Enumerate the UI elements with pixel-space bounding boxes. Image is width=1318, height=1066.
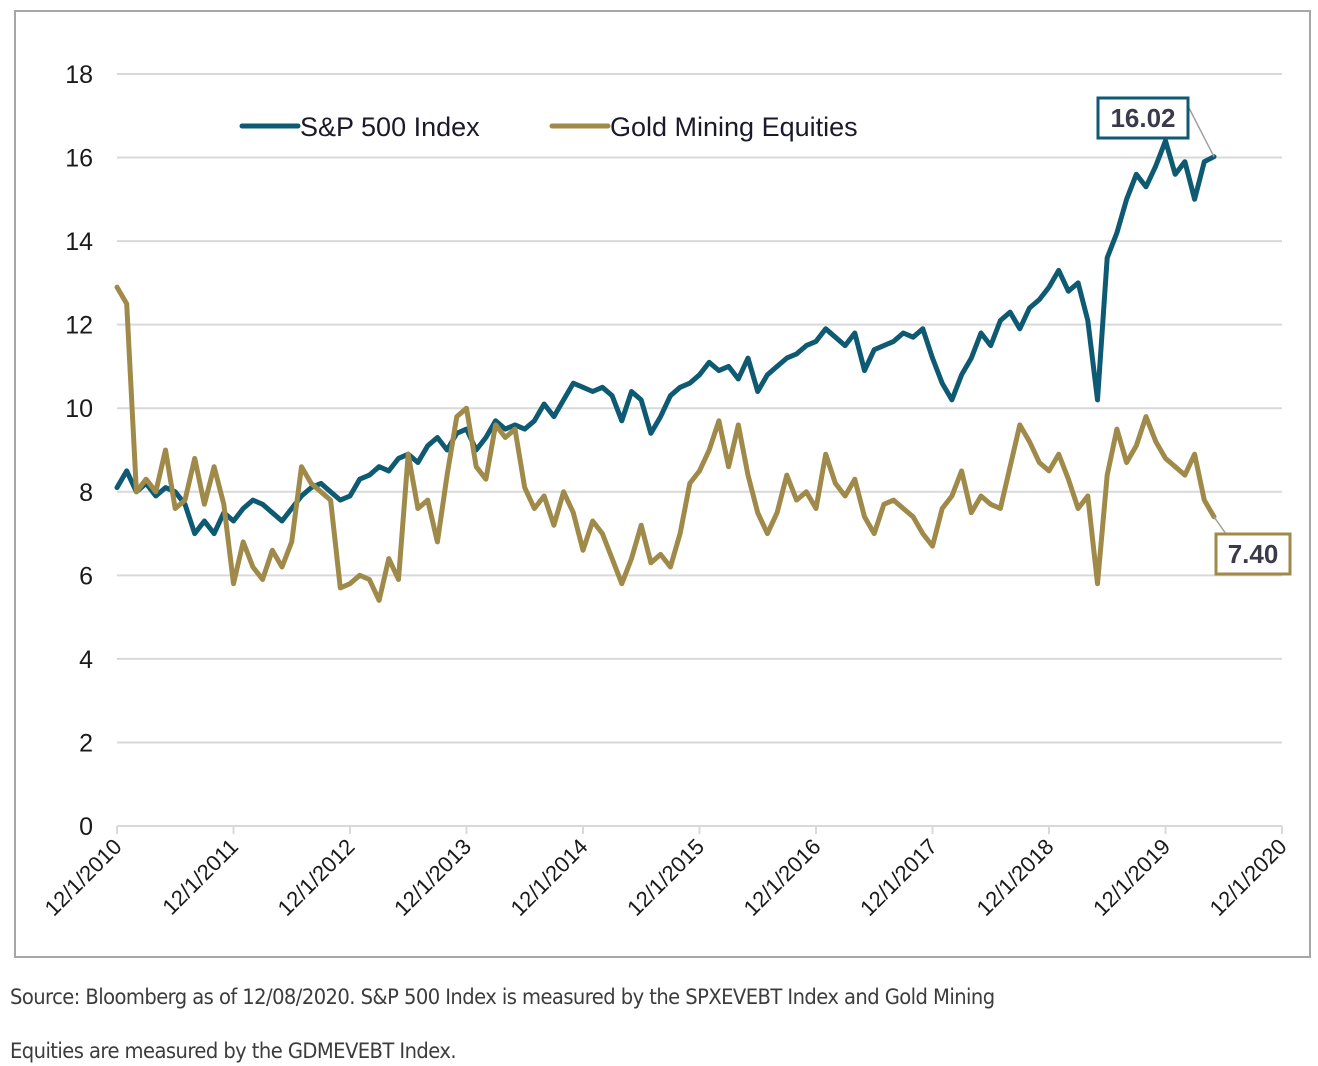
- legend-label-sp500: S&P 500 Index: [300, 112, 480, 142]
- legend: S&P 500 Index Gold Mining Equities: [239, 112, 858, 142]
- annotation-box: [1096, 96, 1190, 140]
- x-tick-label: 12/1/2019: [1088, 834, 1175, 921]
- y-tick-label: 6: [79, 562, 93, 590]
- gridlines: [117, 73, 1282, 827]
- y-tick-label: 2: [79, 729, 93, 757]
- series-line-gold-mining: [114, 284, 1217, 603]
- series-line-sp500: [114, 138, 1217, 537]
- x-tick-label: 12/1/2010: [40, 834, 127, 921]
- source-caption-line2: Equities are measured by the GDMEVEBT In…: [10, 1039, 457, 1063]
- series-lines: [114, 138, 1217, 603]
- annotation-leader-line: [1187, 105, 1215, 158]
- x-tick-label: 12/1/2012: [273, 834, 360, 921]
- x-axis-ticks: 12/1/2010 12/1/2011 12/1/2012 12/1/2013 12/1…: [40, 826, 1292, 921]
- annotation-value: 16.02: [1110, 103, 1175, 133]
- end-value-annotations: 16.02 7.40: [1096, 96, 1292, 576]
- annotation-box: [1214, 532, 1292, 576]
- y-tick-label: 12: [65, 312, 93, 340]
- x-tick-label: 12/1/2017: [855, 834, 942, 921]
- y-tick-label: 10: [65, 395, 93, 423]
- y-axis-ticks: 0 2 4 6 8 10 12 14 16 18: [65, 61, 93, 841]
- chart-frame: 0 2 4 6 8 10 12 14 16 18 12/1/2010 12/1/2011 12/1/2…: [14, 10, 1311, 958]
- annotation-value: 7.40: [1228, 539, 1279, 569]
- x-tick-label: 12/1/2011: [157, 834, 243, 920]
- source-caption-line1: Source: Bloomberg as of 12/08/2020. S&P …: [10, 985, 995, 1009]
- annotation-leader-line: [1213, 516, 1227, 535]
- y-tick-label: 14: [65, 228, 93, 256]
- y-tick-label: 0: [79, 813, 93, 841]
- x-tick-label: 12/1/2014: [506, 834, 593, 921]
- legend-label-gold-mining: Gold Mining Equities: [610, 112, 858, 142]
- y-tick-label: 4: [79, 646, 93, 674]
- x-tick-label: 12/1/2015: [622, 834, 709, 921]
- y-tick-label: 8: [79, 479, 93, 507]
- x-tick-label: 12/1/2018: [972, 834, 1059, 921]
- x-tick-label: 12/1/2013: [389, 834, 476, 921]
- y-tick-label: 18: [65, 61, 93, 89]
- x-tick-label: 12/1/2020: [1205, 834, 1292, 921]
- y-tick-label: 16: [65, 145, 93, 173]
- x-tick-label: 12/1/2016: [739, 834, 826, 921]
